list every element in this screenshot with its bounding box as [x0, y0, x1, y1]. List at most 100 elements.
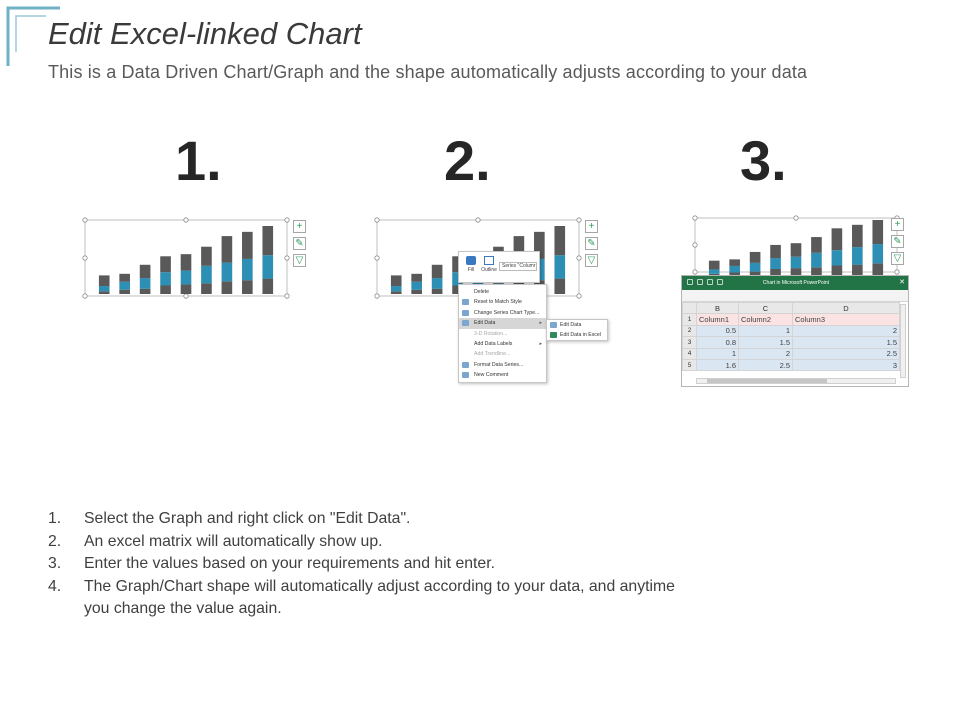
bar-segment[interactable] — [431, 278, 443, 289]
bar-segment[interactable] — [790, 243, 802, 257]
bar-segment[interactable] — [221, 262, 233, 282]
bar-segment[interactable] — [98, 286, 110, 292]
bar-segment[interactable] — [749, 251, 761, 263]
bar-segment[interactable] — [831, 265, 843, 277]
context-menu-item-edit-data[interactable]: Edit Data ▸ — [459, 318, 546, 329]
context-menu-item-reset-to-match-style[interactable]: Reset to Match Style — [459, 297, 546, 307]
bar-segment[interactable] — [180, 270, 192, 285]
bar-segment[interactable] — [708, 269, 720, 274]
bar-segment[interactable] — [139, 278, 151, 289]
close-icon[interactable]: ✕ — [899, 279, 905, 286]
bar-segment[interactable] — [390, 291, 402, 294]
resize-handle[interactable] — [692, 242, 698, 248]
bar-segment[interactable] — [431, 264, 443, 279]
row-header[interactable]: 3 — [682, 336, 697, 349]
context-menu-item-new-comment[interactable]: New Comment — [459, 370, 546, 380]
bar-segment[interactable] — [411, 289, 422, 294]
bar-segment[interactable] — [119, 289, 130, 294]
bar-segment[interactable] — [872, 220, 884, 245]
row-header[interactable]: 1 — [682, 313, 697, 326]
plus-icon[interactable]: + — [293, 220, 306, 233]
bar-segment[interactable] — [411, 273, 422, 282]
bar-segment[interactable] — [242, 280, 253, 294]
context-menu-item-add-data-labels[interactable]: Add Data Labels ▸ — [459, 339, 546, 349]
bar-segment[interactable] — [139, 264, 151, 279]
bar-segment[interactable] — [98, 291, 110, 294]
cell[interactable]: Column3 — [792, 313, 900, 326]
filter-icon[interactable]: ▽ — [585, 254, 598, 267]
bar-segment[interactable] — [513, 236, 525, 263]
resize-handle[interactable] — [692, 269, 698, 275]
bar-segment[interactable] — [98, 275, 110, 287]
bar-segment[interactable] — [749, 262, 761, 272]
bar-segment[interactable] — [852, 247, 863, 265]
bar-segment[interactable] — [139, 288, 151, 294]
resize-handle[interactable] — [82, 293, 88, 299]
resize-handle[interactable] — [793, 215, 799, 221]
bar-segment[interactable] — [160, 285, 171, 295]
bar-segment[interactable] — [790, 268, 802, 276]
bar-segment[interactable] — [770, 244, 781, 259]
resize-handle[interactable] — [576, 217, 582, 223]
bar-segment[interactable] — [811, 252, 822, 268]
bar-segment[interactable] — [831, 228, 843, 251]
formula-bar[interactable] — [682, 290, 908, 302]
outline-button[interactable]: Outline — [480, 255, 498, 279]
context-menu-item-change-series-chart-type[interactable]: Change Series Chart Type... — [459, 308, 546, 318]
cell[interactable]: 0.8 — [696, 336, 739, 349]
cell[interactable]: Column1 — [696, 313, 739, 326]
column-header[interactable]: B — [696, 301, 739, 315]
bar-segment[interactable] — [554, 278, 566, 294]
resize-handle[interactable] — [183, 217, 189, 223]
cell[interactable]: 1.5 — [738, 336, 793, 349]
resize-handle[interactable] — [82, 255, 88, 261]
bar-segment[interactable] — [411, 281, 422, 290]
bar-segment[interactable] — [749, 271, 761, 276]
horizontal-scrollbar[interactable] — [696, 378, 896, 384]
excel-icon[interactable] — [717, 279, 723, 285]
cell[interactable]: 1.6 — [696, 358, 739, 372]
bar-segment[interactable] — [708, 273, 720, 276]
cell[interactable]: 2.5 — [738, 358, 793, 372]
row-header[interactable]: 4 — [682, 347, 697, 360]
brush-icon[interactable]: ✎ — [891, 235, 904, 248]
bar-segment[interactable] — [242, 231, 253, 259]
cell[interactable]: 1.5 — [792, 336, 900, 349]
row-header[interactable]: 5 — [682, 358, 697, 372]
resize-handle[interactable] — [374, 255, 380, 261]
bar-segment[interactable] — [729, 265, 740, 273]
bar-segment[interactable] — [872, 244, 884, 264]
bar-segment[interactable] — [554, 255, 566, 279]
cell[interactable]: 2 — [792, 324, 900, 338]
bar-segment[interactable] — [221, 236, 233, 263]
resize-handle[interactable] — [692, 215, 698, 221]
bar-segment[interactable] — [201, 246, 212, 266]
bar-segment[interactable] — [729, 259, 740, 266]
bar-segment[interactable] — [390, 286, 402, 292]
column-header[interactable]: C — [738, 301, 793, 315]
context-menu-item-format-data-series[interactable]: Format Data Series... — [459, 360, 546, 370]
resize-handle[interactable] — [284, 293, 290, 299]
bar-segment[interactable] — [160, 256, 171, 273]
plus-icon[interactable]: + — [891, 218, 904, 231]
scroll-thumb[interactable] — [707, 379, 827, 383]
resize-handle[interactable] — [284, 255, 290, 261]
filter-icon[interactable]: ▽ — [293, 254, 306, 267]
bar-segment[interactable] — [452, 256, 463, 273]
plus-icon[interactable]: + — [585, 220, 598, 233]
bar-segment[interactable] — [119, 273, 130, 282]
bar-segment[interactable] — [852, 224, 863, 248]
resize-handle[interactable] — [374, 293, 380, 299]
bar-segment[interactable] — [431, 288, 443, 294]
bar-segment[interactable] — [201, 283, 212, 294]
resize-handle[interactable] — [284, 217, 290, 223]
bar-segment[interactable] — [242, 258, 253, 281]
redo-icon[interactable] — [707, 279, 713, 285]
bar-segment[interactable] — [811, 237, 822, 253]
resize-handle[interactable] — [475, 217, 481, 223]
bar-segment[interactable] — [534, 231, 545, 259]
cell[interactable]: 1 — [696, 347, 739, 360]
corner-cell[interactable] — [682, 301, 697, 315]
brush-icon[interactable]: ✎ — [585, 237, 598, 250]
bar-segment[interactable] — [872, 263, 884, 276]
